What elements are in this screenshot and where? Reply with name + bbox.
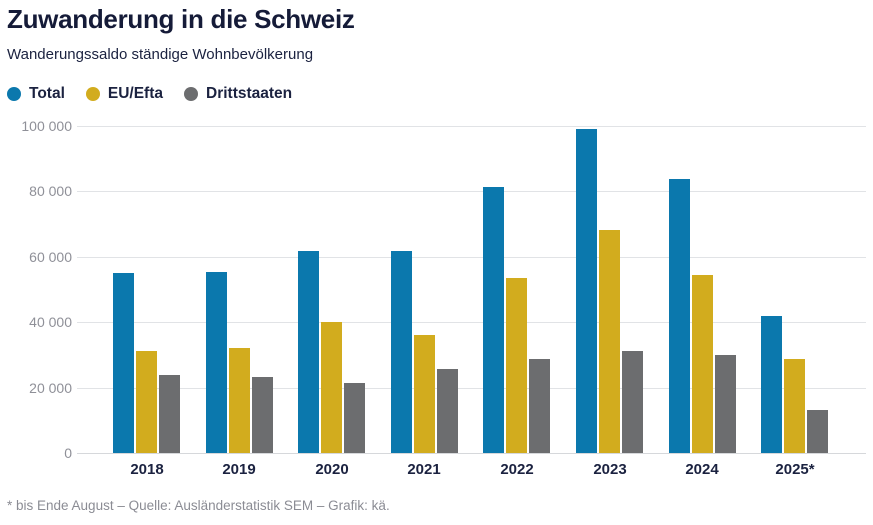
- legend-dot-icon: [85, 87, 100, 101]
- gridline-100000: [77, 126, 866, 127]
- bar-drittstaaten-2021: [437, 369, 458, 453]
- gridline-40000: [77, 322, 866, 323]
- bar-eu-efta-2019: [229, 348, 250, 453]
- y-axis-tick-label: 20 000: [29, 380, 72, 396]
- legend-item-eu-efta: EU/Efta: [85, 85, 163, 103]
- legend-dot-icon: [184, 87, 198, 101]
- bar-total-2023: [576, 129, 597, 453]
- bar-total-2025: [761, 316, 782, 453]
- source-note: * bis Ende August – Quelle: Ausländersta…: [7, 498, 390, 513]
- legend-label: EU/Efta: [107, 85, 163, 102]
- x-axis-label-2018: 2018: [130, 461, 164, 478]
- bar-eu-efta-2025: [784, 359, 805, 453]
- bar-eu-efta-2023: [599, 230, 620, 453]
- bar-total-2022: [483, 187, 504, 453]
- bar-total-2020: [298, 251, 319, 453]
- bar-drittstaaten-2025: [807, 410, 828, 453]
- bar-eu-efta-2020: [321, 322, 342, 453]
- x-axis-label-2019: 2019: [222, 461, 256, 478]
- bar-total-2024: [669, 179, 690, 453]
- y-axis-tick-label: 60 000: [29, 249, 72, 265]
- bar-drittstaaten-2023: [622, 351, 643, 453]
- gridline-80000: [77, 191, 866, 192]
- legend-item-drittstaaten: Drittstaaten: [184, 85, 292, 103]
- x-axis-label-2022: 2022: [500, 461, 534, 478]
- bar-drittstaaten-2018: [159, 375, 180, 453]
- gridline-0: [77, 453, 866, 454]
- x-axis-label-2021: 2021: [407, 461, 441, 478]
- y-axis-tick-label: 100 000: [21, 118, 72, 134]
- y-axis-tick-label: 40 000: [29, 314, 72, 330]
- legend-label: Total: [29, 85, 65, 102]
- x-axis-label-2023: 2023: [593, 461, 627, 478]
- bar-drittstaaten-2019: [252, 377, 273, 453]
- bar-eu-efta-2024: [692, 275, 713, 453]
- legend-item-total: Total: [7, 85, 65, 103]
- bar-total-2018: [113, 273, 134, 453]
- x-axis-label-2025: 2025*: [775, 461, 815, 478]
- y-axis-tick-label: 80 000: [29, 183, 72, 199]
- bar-eu-efta-2018: [136, 351, 157, 453]
- x-axis-label-2024: 2024: [685, 461, 719, 478]
- bar-total-2019: [206, 272, 227, 453]
- bar-eu-efta-2021: [414, 335, 435, 453]
- bar-drittstaaten-2022: [529, 359, 550, 453]
- bar-eu-efta-2022: [506, 278, 527, 453]
- bar-drittstaaten-2024: [715, 355, 736, 453]
- legend: Total EU/Efta Drittstaaten: [7, 85, 292, 103]
- gridline-20000: [77, 388, 866, 389]
- chart-title: Zuwanderung in die Schweiz: [7, 4, 355, 34]
- y-axis-tick-label: 0: [64, 445, 72, 461]
- bar-drittstaaten-2020: [344, 383, 365, 453]
- x-axis-label-2020: 2020: [315, 461, 349, 478]
- chart-subtitle: Wanderungssaldo ständige Wohnbevölkerung: [7, 46, 314, 63]
- bar-total-2021: [391, 251, 412, 453]
- gridline-60000: [77, 257, 866, 258]
- legend-dot-icon: [7, 87, 21, 101]
- legend-label: Drittstaaten: [206, 85, 293, 102]
